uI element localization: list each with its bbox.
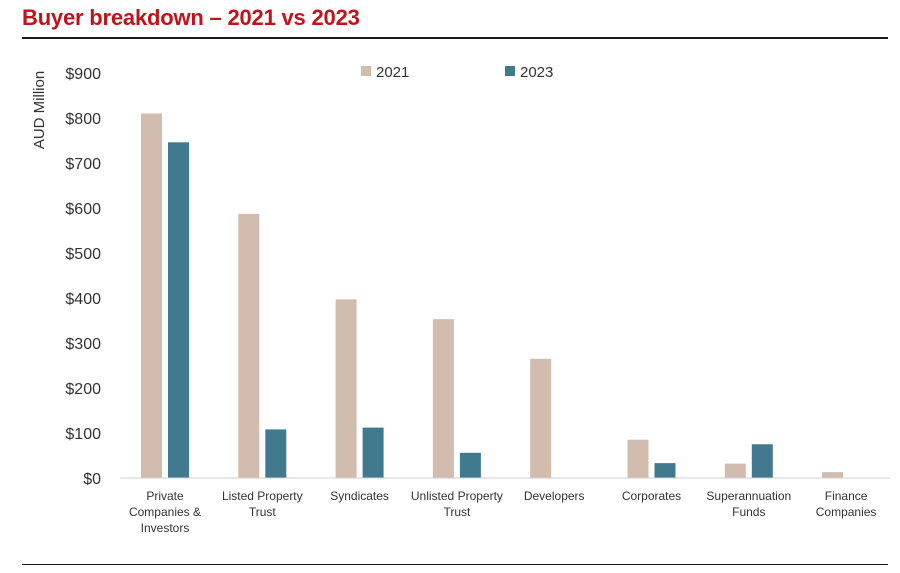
y-tick-label: $600 xyxy=(65,201,101,218)
x-category-label: Superannuation xyxy=(706,489,791,503)
x-category-label: Trust xyxy=(249,505,277,519)
x-category-label: Investors xyxy=(141,521,190,535)
y-tick-label: $800 xyxy=(65,111,101,128)
bar-2021-3 xyxy=(432,319,454,478)
y-tick-label: $900 xyxy=(65,66,101,83)
bar-2023-0 xyxy=(168,142,189,479)
bar-2021-7 xyxy=(822,472,844,478)
y-tick-label: $300 xyxy=(65,336,101,353)
footer-divider xyxy=(22,564,888,565)
y-axis: $0 $100 $200 $300 $400 $500 $600 $700 $800 $900 xyxy=(65,66,101,488)
bar-2021-5 xyxy=(627,439,649,478)
x-category-label: Companies & xyxy=(129,505,201,519)
y-tick-label: $0 xyxy=(83,471,101,488)
bar-2023-6 xyxy=(751,444,773,478)
y-axis-title: AUD Million xyxy=(31,71,48,149)
x-category-label: Companies xyxy=(816,505,877,519)
legend: 2021 2023 xyxy=(361,64,553,81)
title-divider xyxy=(22,37,888,39)
x-category-label: Listed Property xyxy=(222,489,303,503)
bar-2021-6 xyxy=(724,463,746,478)
legend-swatch-2023 xyxy=(505,66,515,76)
x-category-label: Private xyxy=(146,489,184,503)
x-category-label: Developers xyxy=(524,489,585,503)
bar-2021-4 xyxy=(530,358,552,478)
legend-swatch-2021 xyxy=(361,66,371,76)
x-axis-labels: Private Companies & Investors Listed Proper… xyxy=(129,489,876,535)
x-category-label: Syndicates xyxy=(330,489,389,503)
y-tick-label: $500 xyxy=(65,246,101,263)
y-tick-label: $100 xyxy=(65,426,101,443)
bar-2021-0 xyxy=(141,113,162,478)
bar-2023-3 xyxy=(459,452,481,478)
legend-label-2021: 2021 xyxy=(376,64,409,81)
page-title: Buyer breakdown – 2021 vs 2023 xyxy=(22,5,360,30)
x-category-label: Unlisted Property xyxy=(411,489,503,503)
bars xyxy=(141,113,844,479)
bar-2023-2 xyxy=(362,427,384,478)
y-tick-label: $400 xyxy=(65,291,101,308)
bar-2021-2 xyxy=(335,299,357,478)
x-category-label: Funds xyxy=(732,505,765,519)
bar-2021-1 xyxy=(238,213,260,478)
bar-2023-5 xyxy=(654,463,676,478)
y-tick-label: $700 xyxy=(65,156,101,173)
legend-label-2023: 2023 xyxy=(520,64,553,81)
x-category-label: Corporates xyxy=(622,489,681,503)
x-category-label: Finance xyxy=(825,489,868,503)
bar-2023-1 xyxy=(265,429,287,478)
y-tick-label: $200 xyxy=(65,381,101,398)
x-category-label: Trust xyxy=(443,505,471,519)
